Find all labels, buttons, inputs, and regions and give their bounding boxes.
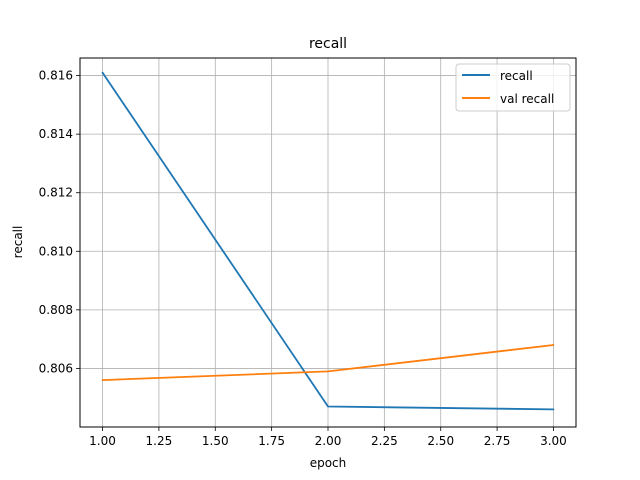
data-point-recall (552, 408, 555, 411)
x-tick-label: 2.25 (371, 434, 398, 448)
data-point-recall (327, 405, 329, 408)
y-tick-label: 0.812 (39, 186, 73, 200)
x-axis-ticks: 1.00 1.25 1.50 1.75 2.00 2.25 2.50 2.75 3.00 (89, 427, 567, 448)
data-point-val-recall (552, 344, 555, 346)
x-tick-label: 2.75 (484, 434, 511, 448)
x-tick-label: 3.00 (540, 434, 567, 448)
x-tick-label: 2.00 (315, 434, 342, 448)
x-tick-label: 1.00 (89, 434, 116, 448)
legend: recall val recall (455, 63, 571, 112)
chart-title: recall (309, 36, 347, 52)
x-axis-label: epoch (310, 456, 347, 470)
x-tick-label: 1.50 (202, 434, 229, 448)
data-point-recall (101, 71, 104, 74)
x-tick-label: 2.50 (427, 434, 454, 448)
y-tick-label: 0.816 (39, 69, 73, 83)
data-point-val-recall (101, 379, 104, 382)
y-axis-label: recall (11, 226, 25, 259)
legend-label-recall: recall (500, 69, 533, 83)
y-tick-label: 0.814 (39, 127, 73, 141)
y-tick-label: 0.806 (39, 361, 73, 375)
legend-label-val-recall: val recall (500, 92, 554, 106)
data-point-val-recall (327, 370, 329, 373)
series-layer (101, 71, 555, 411)
y-tick-label: 0.810 (39, 244, 73, 258)
y-tick-label: 0.808 (39, 303, 73, 317)
grid-lines (80, 58, 576, 427)
x-tick-label: 1.75 (258, 434, 285, 448)
x-tick-label: 1.25 (146, 434, 173, 448)
y-axis-ticks: 0.806 0.808 0.810 0.812 0.814 0.816 (39, 69, 80, 375)
